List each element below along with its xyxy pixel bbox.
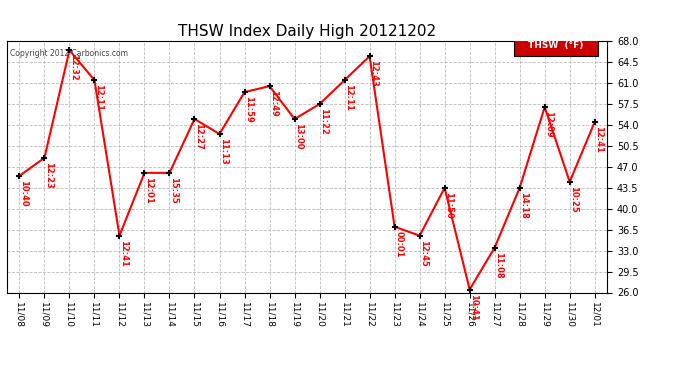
Text: 12:45: 12:45: [420, 240, 428, 267]
Text: 14:18: 14:18: [520, 192, 529, 219]
Text: 12:09: 12:09: [544, 111, 553, 138]
Text: 10:40: 10:40: [19, 180, 28, 207]
Title: THSW Index Daily High 20121202: THSW Index Daily High 20121202: [178, 24, 436, 39]
Text: 11:22: 11:22: [319, 108, 328, 135]
Text: 11:08: 11:08: [494, 252, 503, 278]
Text: 12:49: 12:49: [269, 90, 278, 117]
Text: 12:23: 12:23: [44, 162, 53, 189]
Text: 11:13: 11:13: [219, 138, 228, 165]
Text: 12:41: 12:41: [594, 126, 603, 153]
Text: Copyright 2012 Carbonics.com: Copyright 2012 Carbonics.com: [10, 49, 128, 58]
Text: 12:43: 12:43: [369, 60, 378, 87]
Text: 11:50: 11:50: [444, 192, 453, 219]
Text: 12:11: 12:11: [344, 84, 353, 111]
Text: 12:01: 12:01: [144, 177, 153, 204]
Text: 15:35: 15:35: [169, 177, 178, 204]
Text: 12:27: 12:27: [194, 123, 203, 150]
Text: 12:32: 12:32: [69, 54, 78, 81]
Text: 10:41: 10:41: [469, 294, 478, 320]
Text: 00:01: 00:01: [394, 231, 403, 257]
Text: 12:41: 12:41: [119, 240, 128, 267]
Text: THSW  (°F): THSW (°F): [529, 40, 584, 50]
Text: 13:00: 13:00: [294, 123, 303, 150]
Text: 11:59: 11:59: [244, 96, 253, 123]
Text: 10:25: 10:25: [569, 186, 578, 213]
Text: 12:11: 12:11: [94, 84, 103, 111]
FancyBboxPatch shape: [514, 34, 598, 56]
